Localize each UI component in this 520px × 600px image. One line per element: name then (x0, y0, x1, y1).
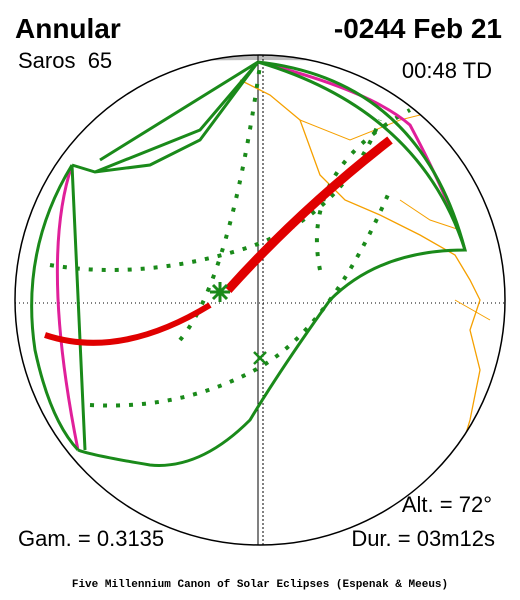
greatest-eclipse (210, 282, 230, 302)
date: -0244 Feb 21 (334, 13, 502, 44)
central-path (224, 136, 393, 294)
limit-dots (178, 64, 411, 342)
time: 00:48 TD (402, 58, 492, 83)
footer: Five Millennium Canon of Solar Eclipses … (72, 579, 448, 591)
saros: Saros 65 (18, 48, 112, 73)
central-path (44, 302, 212, 346)
limit-dots (49, 119, 392, 408)
coastline (239, 79, 481, 511)
eclipse-outline (30, 60, 468, 467)
globe (15, 55, 505, 545)
duration: Dur. = 03m12s (351, 526, 495, 551)
globe-rim (14, 54, 506, 546)
altitude: Alt. = 72° (402, 492, 492, 517)
eclipse-type: Annular (15, 13, 121, 44)
greatest-duration (253, 351, 267, 365)
gamma: Gam. = 0.3135 (18, 526, 164, 551)
